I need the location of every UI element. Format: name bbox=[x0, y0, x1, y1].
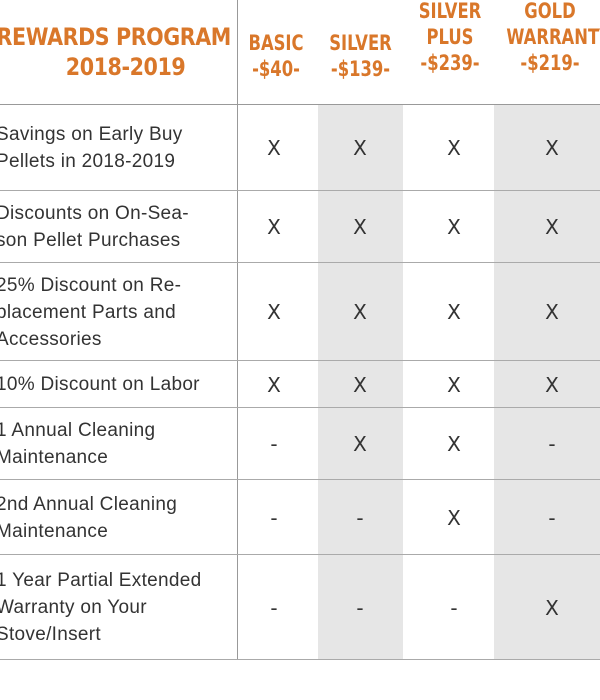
included-mark: X bbox=[545, 372, 559, 397]
not-included-mark: - bbox=[270, 432, 278, 456]
program-title-line1: REWARDS PROGRAM bbox=[0, 23, 231, 51]
row-label: Discounts on On-Sea- son Pellet Purchase… bbox=[0, 203, 189, 251]
row-label: 2nd Annual Cleaning Maintenance bbox=[0, 494, 178, 542]
included-mark: X bbox=[545, 136, 559, 160]
included-mark: X bbox=[353, 215, 367, 239]
column-silver-line2: SILVER bbox=[329, 31, 392, 55]
included-mark: X bbox=[545, 595, 559, 620]
table-row: 25% Discount on Re- placement Parts and … bbox=[0, 263, 600, 361]
included-mark: X bbox=[545, 215, 559, 239]
not-included-mark: - bbox=[450, 595, 458, 620]
column-gold-warranty: GOLD WARRANTY -$219- bbox=[506, 0, 600, 76]
included-mark: X bbox=[267, 215, 281, 239]
row-label: Savings on Early Buy Pellets in 2018-201… bbox=[0, 124, 183, 172]
not-included-mark: - bbox=[548, 505, 556, 530]
silver-column-shade bbox=[318, 105, 403, 660]
row-label: 1 Year Partial Extended Warranty on Your… bbox=[0, 570, 202, 645]
included-mark: X bbox=[447, 372, 461, 397]
table-header: REWARDS PROGRAM 2018-2019 BASIC -$40- SI… bbox=[0, 0, 600, 105]
table-row: Discounts on On-Sea- son Pellet Purchase… bbox=[0, 191, 600, 263]
included-mark: X bbox=[353, 432, 367, 456]
program-title-line2: 2018-2019 bbox=[65, 53, 186, 81]
column-gold-price: -$219- bbox=[520, 51, 580, 75]
row-divider bbox=[237, 191, 238, 262]
not-included-mark: - bbox=[356, 595, 364, 620]
not-included-mark: - bbox=[270, 505, 278, 530]
included-mark: X bbox=[267, 300, 281, 324]
column-basic: BASIC -$40- bbox=[245, 4, 307, 82]
not-included-mark: - bbox=[356, 505, 364, 530]
not-included-mark: - bbox=[548, 432, 556, 456]
included-mark: X bbox=[447, 432, 461, 456]
included-mark: X bbox=[447, 136, 461, 160]
included-mark: X bbox=[353, 372, 367, 397]
column-basic-price: -$40- bbox=[252, 57, 300, 81]
table-row: 10% Discount on Labor X X X X bbox=[0, 361, 600, 408]
column-silver: SILVER -$139- bbox=[327, 4, 393, 82]
column-silver-plus-price: -$239- bbox=[420, 51, 480, 75]
column-silver-plus: SILVER PLUS -$239- bbox=[415, 0, 485, 76]
included-mark: X bbox=[447, 300, 461, 324]
column-silver-line1 bbox=[327, 4, 393, 30]
included-mark: X bbox=[267, 372, 281, 397]
not-included-mark: - bbox=[270, 595, 278, 620]
column-silver-plus-line1: SILVER bbox=[418, 0, 482, 23]
header-divider bbox=[237, 0, 238, 105]
included-mark: X bbox=[447, 505, 461, 530]
included-mark: X bbox=[545, 300, 559, 324]
table-row: Savings on Early Buy Pellets in 2018-201… bbox=[0, 105, 600, 191]
row-divider bbox=[237, 408, 238, 479]
included-mark: X bbox=[353, 136, 367, 160]
row-divider bbox=[237, 480, 238, 554]
included-mark: X bbox=[353, 300, 367, 324]
row-divider bbox=[237, 361, 238, 407]
table-row: 2nd Annual Cleaning Maintenance - - X - bbox=[0, 480, 600, 555]
gold-column-shade bbox=[494, 105, 600, 660]
table-row: 1 Annual Cleaning Maintenance - X X - bbox=[0, 408, 600, 480]
column-gold-line2: WARRANTY bbox=[506, 25, 600, 49]
column-silver-plus-line2: PLUS bbox=[426, 25, 474, 49]
program-title: REWARDS PROGRAM 2018-2019 bbox=[0, 22, 231, 82]
included-mark: X bbox=[267, 136, 281, 160]
row-label: 1 Annual Cleaning Maintenance bbox=[0, 420, 156, 468]
row-divider bbox=[237, 555, 238, 659]
row-label: 25% Discount on Re- placement Parts and … bbox=[0, 275, 182, 350]
included-mark: X bbox=[447, 215, 461, 239]
row-label: 10% Discount on Labor bbox=[0, 374, 200, 395]
row-divider bbox=[237, 105, 238, 190]
column-basic-line2: BASIC bbox=[248, 31, 304, 55]
column-gold-line1: GOLD bbox=[524, 0, 576, 23]
table-row: 1 Year Partial Extended Warranty on Your… bbox=[0, 555, 600, 660]
column-silver-price: -$139- bbox=[330, 57, 391, 81]
row-divider bbox=[237, 263, 238, 360]
column-basic-line1 bbox=[245, 4, 307, 30]
